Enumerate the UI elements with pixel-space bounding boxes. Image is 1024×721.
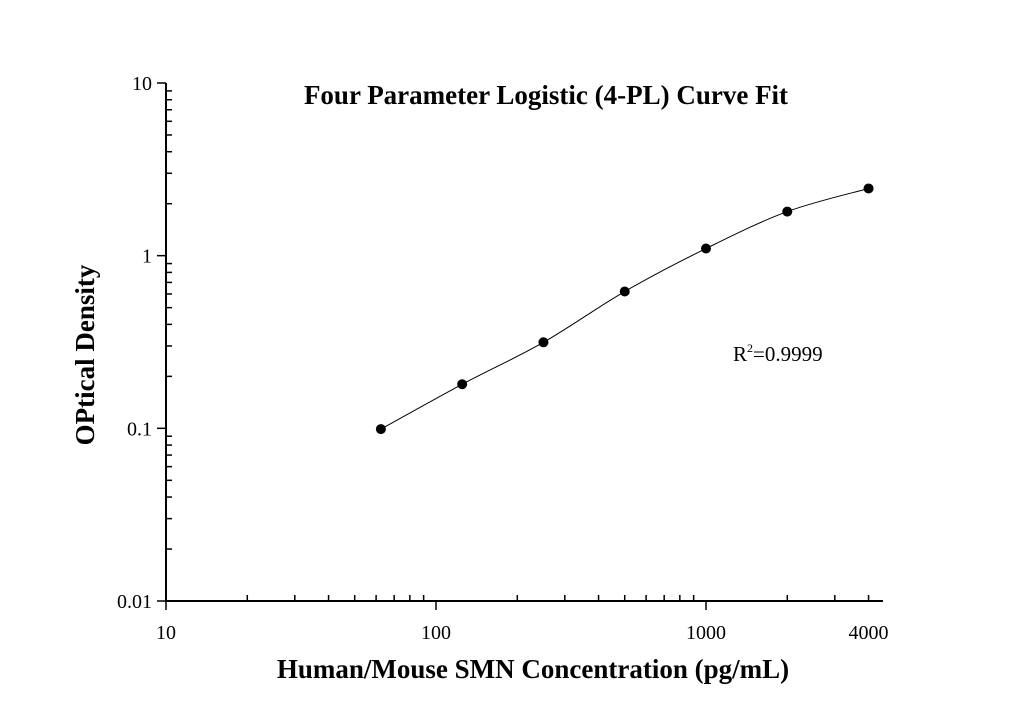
chart-title: Four Parameter Logistic (4-PL) Curve Fit bbox=[304, 80, 788, 110]
x-tick-label: 1000 bbox=[686, 622, 726, 644]
axes: 10 100 1000 4000 0.01 0.1 1 10 bbox=[117, 73, 889, 644]
x-tick-label: 4000 bbox=[849, 622, 889, 644]
data-point bbox=[863, 183, 874, 194]
data-point bbox=[375, 424, 386, 435]
y-tick-label: 10 bbox=[132, 73, 152, 95]
data-point bbox=[619, 286, 630, 297]
x-axis-label: Human/Mouse SMN Concentration (pg/mL) bbox=[277, 654, 789, 684]
data-point bbox=[538, 337, 549, 348]
x-tick-label: 10 bbox=[156, 622, 176, 644]
data-point bbox=[782, 206, 793, 217]
fit-curve bbox=[380, 187, 869, 430]
r-squared-superscript: 2 bbox=[747, 341, 753, 355]
fit-curve-group bbox=[380, 187, 869, 430]
data-point bbox=[457, 379, 468, 390]
x-tick-label: 100 bbox=[421, 622, 451, 644]
r-squared-value: =0.9999 bbox=[753, 342, 823, 366]
y-tick-label: 0.1 bbox=[127, 418, 152, 440]
y-axis-label: OPtical Density bbox=[70, 264, 100, 445]
y-tick-label: 1 bbox=[142, 246, 152, 268]
y-tick-label: 0.01 bbox=[117, 591, 152, 613]
r-squared-prefix: R bbox=[733, 342, 747, 366]
r-squared-annotation: R2=0.9999 bbox=[733, 341, 823, 366]
data-points bbox=[375, 183, 874, 435]
data-point bbox=[701, 243, 711, 254]
